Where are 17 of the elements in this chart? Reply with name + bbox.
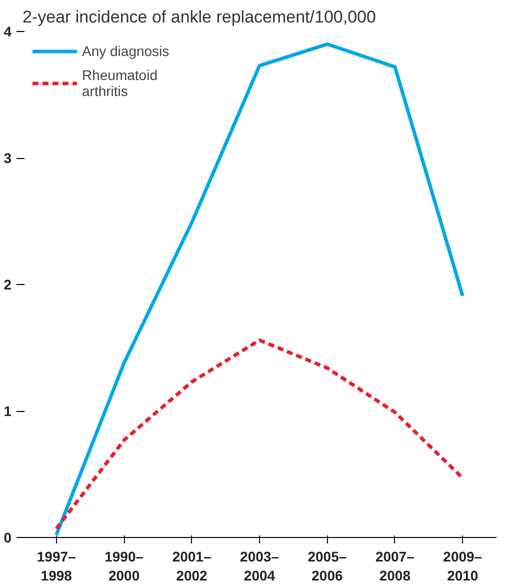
x-tick-label: 2009– 2010 (443, 548, 482, 584)
y-tick-label: 4 (4, 24, 12, 40)
legend-label: Any diagnosis (82, 43, 170, 59)
x-tick-label: 2003– 2004 (240, 548, 280, 584)
y-tick-label: 0 (4, 530, 12, 546)
y-tick-label: 1 (4, 403, 12, 419)
line-series (54, 42, 464, 537)
x-tick-label: 1990– 2000 (104, 548, 144, 584)
chart-title: 2-year incidence of ankle replacement/100,000 (22, 8, 376, 26)
x-tick-label: 2005– 2006 (308, 548, 347, 584)
x-tick-label: 2001– 2002 (172, 548, 212, 584)
y-tick-label: 3 (4, 150, 12, 166)
y-tick-label: 2 (4, 276, 12, 292)
legend-label: Rheumatoid arthritis (82, 67, 158, 99)
line-series (54, 338, 464, 530)
x-tick-label: 2007– 2008 (375, 548, 415, 584)
x-tick-label: 1997– 1998 (36, 548, 76, 584)
